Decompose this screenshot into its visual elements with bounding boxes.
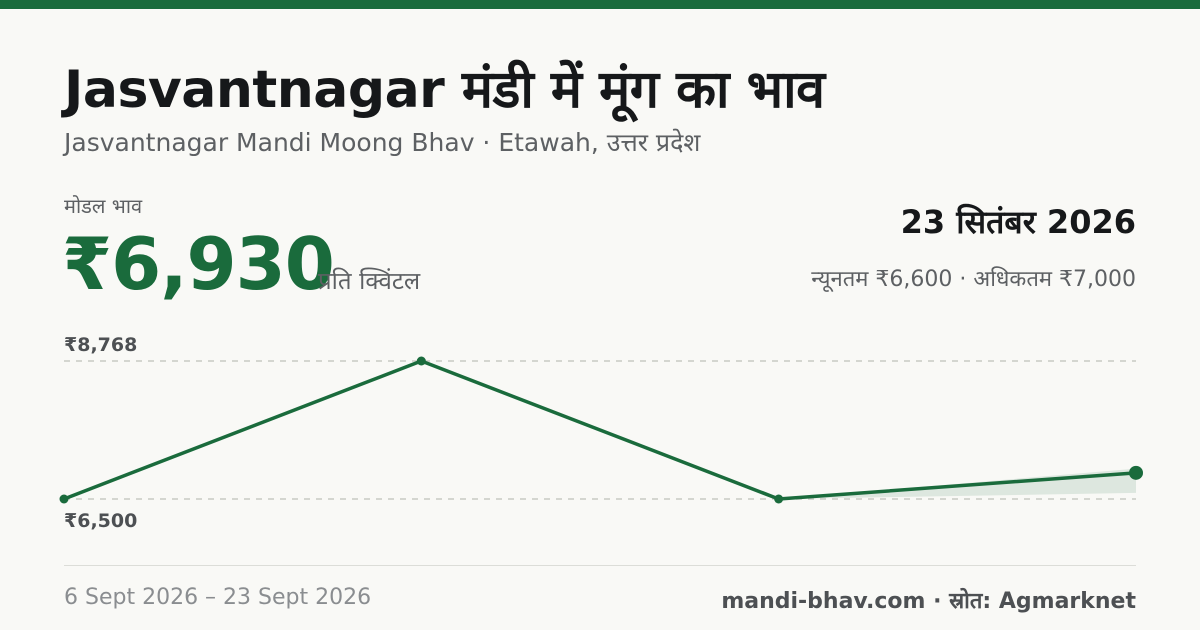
price-date: 23 सितंबर 2026 xyxy=(900,203,1136,241)
min-max-band xyxy=(778,468,1136,499)
latest-price-point xyxy=(1129,465,1143,480)
price-line-chart: ₹8,768 ₹6,500 xyxy=(59,334,1143,532)
modal-price-value: ₹6,930 xyxy=(62,222,335,306)
modal-price-label: मोडल भाव xyxy=(64,194,143,218)
price-point xyxy=(59,494,69,504)
top-accent-bar xyxy=(0,0,1200,9)
data-points xyxy=(59,356,1143,504)
page-title: Jasvantnagar मंडी में मूंग का भाव xyxy=(64,60,825,120)
price-unit: प्रति क्विंटल xyxy=(318,267,421,295)
min-max-range: न्यूनतम ₹6,600 · अधिकतम ₹7,000 xyxy=(811,267,1136,292)
y-tick-max: ₹8,768 xyxy=(64,334,137,356)
page-subtitle: Jasvantnagar Mandi Moong Bhav · Etawah, … xyxy=(64,128,701,157)
price-point xyxy=(416,356,426,366)
price-series-line xyxy=(63,359,1137,501)
price-point xyxy=(774,494,784,504)
footer-divider xyxy=(64,565,1136,566)
source-credit: mandi-bhav.com · स्रोत: Agmarknet xyxy=(721,589,1136,614)
date-range-text: 6 Sept 2026 – 23 Sept 2026 xyxy=(64,585,372,610)
y-tick-min: ₹6,500 xyxy=(64,510,137,532)
